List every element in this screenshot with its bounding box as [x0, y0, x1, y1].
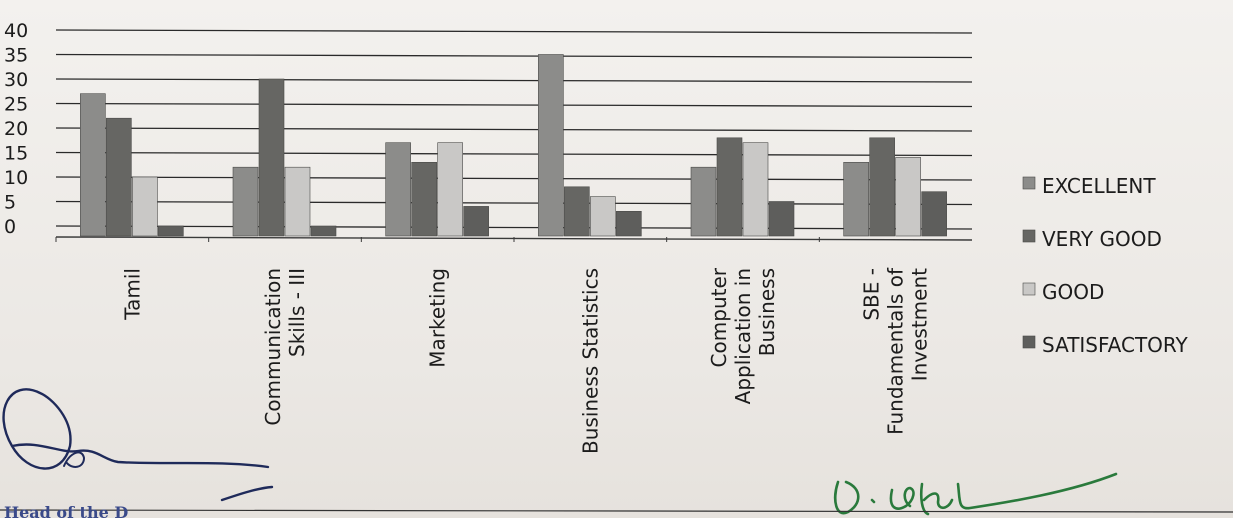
handwritten-signatures	[2, 388, 1118, 516]
footer: Head of the D	[0, 503, 1233, 518]
bar-satisfactory	[921, 191, 947, 237]
bar-good	[132, 176, 158, 237]
bar-satisfactory	[158, 225, 184, 237]
bar-good	[895, 157, 921, 237]
x-tick-label: Communication	[261, 268, 285, 426]
x-category-label: Tamil	[120, 268, 144, 321]
x-tick-label: Marketing	[426, 268, 450, 368]
bar-good	[742, 142, 769, 237]
legend-swatch	[1022, 335, 1036, 349]
bar-very-good	[258, 78, 285, 237]
gridline	[55, 200, 973, 206]
footer-text: Head of the D	[4, 503, 128, 518]
bar-very-good	[411, 162, 437, 237]
y-tick-label: 20	[4, 118, 28, 140]
y-tick-label: 5	[4, 192, 16, 214]
bar-good	[284, 166, 311, 237]
gridline	[55, 127, 973, 132]
gridline	[55, 151, 973, 157]
y-tick-label: 35	[4, 45, 28, 67]
legend-label: GOOD	[1042, 280, 1104, 304]
x-tick-label: Fundamentals of	[884, 267, 908, 435]
y-tick-label: 10	[4, 167, 28, 189]
y-tick-label: 15	[4, 143, 28, 165]
bar-excellent	[232, 166, 259, 237]
signature-left-mark	[63, 451, 86, 468]
gridline	[55, 225, 973, 230]
bar-very-good	[869, 137, 895, 237]
x-tick-label: Business Statistics	[578, 268, 602, 454]
legend-label: EXCELLENT	[1042, 174, 1156, 198]
bar-satisfactory	[463, 206, 489, 237]
gridline	[55, 176, 973, 181]
bar-excellent	[690, 166, 717, 237]
gridline	[55, 102, 973, 108]
signature-left	[2, 388, 274, 502]
bar-good	[437, 142, 463, 237]
x-tick-label: Skills - III	[285, 268, 309, 357]
x-tick-label: Tamil	[120, 268, 144, 321]
y-tick-label: 25	[4, 94, 28, 116]
legend-swatch	[1022, 229, 1036, 243]
gridlines	[55, 29, 973, 230]
bar-satisfactory	[768, 201, 795, 237]
x-tick-label: Computer	[707, 267, 731, 367]
gridline	[55, 78, 973, 83]
y-tick-label: 40	[4, 20, 28, 42]
legend-label: VERY GOOD	[1042, 227, 1162, 251]
y-tick-label: 30	[4, 69, 28, 91]
bar-excellent	[538, 54, 564, 237]
x-tick-label: SBE -	[860, 268, 884, 321]
legend: EXCELLENT VERY GOOD GOOD SATISFACTORY	[1022, 174, 1189, 357]
bar-very-good	[106, 117, 132, 237]
bar-satisfactory	[616, 211, 642, 237]
x-tick-label: Application in	[731, 268, 755, 404]
signature-right	[834, 472, 1118, 516]
bar-very-good	[564, 186, 590, 237]
bar-excellent	[843, 162, 869, 237]
x-tick-label: Business	[755, 268, 779, 356]
legend-swatch	[1022, 282, 1036, 296]
legend-swatch	[1022, 176, 1036, 190]
bars	[80, 54, 947, 237]
bar-excellent	[385, 142, 411, 237]
x-tick-label: Investment	[908, 268, 932, 381]
legend-label: SATISFACTORY	[1042, 333, 1189, 357]
bar-good	[590, 196, 616, 237]
x-category-label: Marketing	[426, 268, 450, 368]
gridline	[55, 53, 973, 59]
x-category-label: Computer Application in Business	[707, 267, 779, 404]
bar-excellent	[80, 93, 106, 237]
bar-satisfactory	[310, 225, 337, 237]
gridline	[55, 29, 973, 34]
x-category-label: Business Statistics	[578, 268, 602, 454]
y-tick-label: 0	[4, 216, 16, 238]
bar-very-good	[716, 137, 743, 237]
x-category-label: SBE - Fundamentals of Investment	[860, 267, 932, 435]
x-category-label: Communication Skills - III	[261, 268, 309, 426]
